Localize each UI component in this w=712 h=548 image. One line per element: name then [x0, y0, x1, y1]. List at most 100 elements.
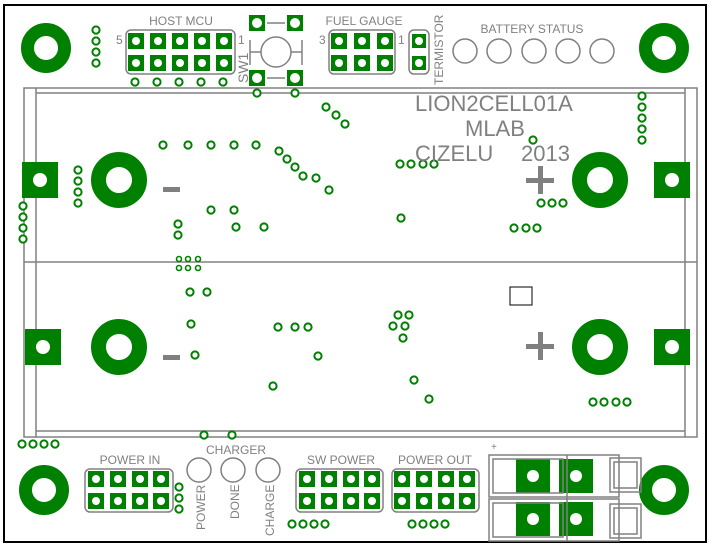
via-icon [190, 350, 200, 360]
led-done-label: DONE [228, 484, 242, 519]
via-icon [400, 321, 410, 331]
pad-icon [412, 34, 426, 48]
via-icon [558, 198, 568, 208]
via-icon [424, 394, 434, 404]
pad-icon [150, 55, 166, 71]
pad-hole [290, 73, 300, 83]
via-icon [91, 25, 101, 35]
sw-power-label: SW POWER [307, 453, 375, 467]
via-icon [91, 36, 101, 46]
via-icon [532, 223, 542, 233]
via-icon [184, 264, 192, 272]
via-icon [91, 58, 101, 68]
via-icon [39, 439, 49, 449]
pad-icon [25, 329, 61, 365]
pad-icon [394, 471, 410, 487]
pad-hole [442, 497, 450, 505]
via-icon [73, 187, 83, 197]
via-icon [173, 230, 183, 240]
vias [17, 25, 647, 529]
pad-hole [463, 475, 471, 483]
via-icon [637, 135, 647, 145]
pad-hole [33, 173, 47, 187]
pad-hole [398, 475, 406, 483]
via-icon [194, 255, 202, 263]
pad-icon [216, 55, 232, 71]
via-icon [388, 321, 398, 331]
via-icon [194, 264, 202, 272]
pad-hole [381, 59, 389, 67]
pad-icon [377, 33, 393, 49]
via-icon [536, 198, 546, 208]
via-icon [331, 110, 341, 120]
pad-hole [368, 497, 376, 505]
pad-icon [516, 459, 550, 493]
via-icon [599, 397, 609, 407]
pad-icon [110, 493, 126, 509]
plus-icon [526, 166, 554, 194]
via-icon [229, 205, 239, 215]
pad-icon [331, 55, 347, 71]
pad-icon [416, 493, 432, 509]
via-icon [184, 255, 192, 263]
via-icon [298, 171, 308, 181]
via-icon [393, 310, 403, 320]
pad-icon [438, 471, 454, 487]
pad-hole [114, 475, 122, 483]
pad-icon [559, 502, 593, 536]
pad-hole [220, 59, 228, 67]
pad-hole [420, 475, 428, 483]
pad-hole [303, 475, 311, 483]
pad-hole [665, 173, 679, 187]
pad-icon [110, 471, 126, 487]
board-brand: MLAB [465, 116, 525, 141]
via-icon [406, 159, 416, 169]
pad-icon [150, 33, 166, 49]
pad-icon [153, 493, 169, 509]
pad-icon [364, 493, 380, 509]
via-icon [206, 205, 216, 215]
pad-icon [394, 493, 410, 509]
pad-hole [176, 37, 184, 45]
pad-icon [343, 493, 359, 509]
via-icon [396, 213, 406, 223]
pad-icon [88, 493, 104, 509]
via-icon [637, 124, 647, 134]
pad-icon [128, 33, 144, 49]
pad-hole [220, 37, 228, 45]
pad-hole [415, 59, 423, 67]
via-icon [407, 519, 417, 529]
pad-hole [570, 513, 582, 525]
mounting-hole-icon [91, 152, 147, 208]
pad-icon [249, 70, 265, 86]
via-icon [268, 381, 278, 391]
via-icon [174, 493, 184, 503]
via-icon [73, 165, 83, 175]
pad-icon [416, 471, 432, 487]
via-icon [588, 397, 598, 407]
host-mcu-pin1: 1 [238, 33, 245, 47]
via-icon [18, 223, 28, 233]
via-icon [290, 322, 300, 332]
pad-hole [368, 475, 376, 483]
pad-hole [415, 37, 423, 45]
via-icon [418, 519, 428, 529]
via-icon [324, 185, 334, 195]
via-icon [282, 154, 292, 164]
pad-hole [303, 497, 311, 505]
via-icon [174, 482, 184, 492]
pad-hole [157, 497, 165, 505]
mounting-hole-icon [572, 152, 628, 208]
fuel-gauge-label: FUEL GAUGE [326, 14, 403, 28]
pad-hole [358, 59, 366, 67]
via-icon [509, 223, 519, 233]
via-icon [274, 146, 284, 156]
via-icon [398, 333, 408, 343]
battery-holder [23, 87, 698, 438]
charger-label: CHARGER [206, 443, 266, 457]
via-icon [196, 77, 206, 87]
pad-icon [287, 70, 303, 86]
via-icon [287, 519, 297, 529]
pad-icon [559, 459, 593, 493]
connector-plus-label: + [491, 442, 497, 453]
